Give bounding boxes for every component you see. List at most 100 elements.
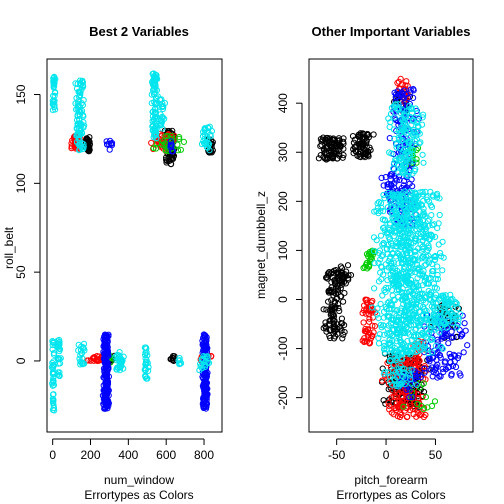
data-point: [461, 320, 468, 327]
panel-left: Best 2 Variables 0 200 400 600 800050100150 …: [2, 24, 223, 502]
data-point: [149, 118, 156, 125]
data-point: [363, 138, 370, 145]
x-tick-label: 600: [156, 448, 176, 462]
data-point: [336, 307, 343, 315]
data-point: [421, 262, 428, 269]
x-tick-label: 200: [80, 448, 100, 462]
data-point: [455, 316, 462, 323]
data-point: [430, 268, 437, 275]
data-point: [393, 219, 400, 226]
data-point: [159, 100, 166, 107]
data-point: [170, 354, 177, 362]
data-point: [163, 156, 170, 163]
data-point: [359, 134, 366, 141]
data-point: [201, 379, 208, 386]
data-point: [143, 375, 150, 382]
data-point: [431, 284, 438, 291]
data-point: [432, 291, 440, 298]
data-point: [432, 342, 439, 349]
data-point: [424, 196, 431, 203]
data-point: [327, 146, 334, 153]
data-point: [377, 256, 384, 263]
data-point: [448, 372, 455, 379]
data-point: [153, 137, 160, 144]
plot-frame-right: [308, 58, 474, 433]
data-point: [332, 280, 339, 287]
data-point: [417, 374, 424, 381]
data-point: [338, 293, 345, 300]
data-point: [209, 147, 216, 154]
data-point: [391, 377, 398, 384]
data-point: [414, 391, 421, 398]
data-point: [406, 386, 413, 393]
data-point: [453, 324, 460, 331]
data-point: [342, 271, 349, 278]
data-point: [380, 346, 388, 353]
data-point: [413, 226, 420, 233]
data-point: [377, 300, 384, 307]
data-point: [354, 152, 361, 159]
data-point: [403, 414, 411, 421]
data-point: [412, 232, 419, 239]
data-point: [101, 371, 108, 378]
data-point: [375, 340, 383, 347]
data-point: [150, 73, 157, 81]
data-point: [403, 208, 410, 215]
data-point: [377, 232, 385, 239]
data-point: [415, 293, 422, 301]
data-point: [395, 173, 402, 180]
data-point: [385, 340, 392, 347]
x-tick-label: 0: [49, 448, 56, 462]
data-point: [423, 193, 430, 201]
data-point: [100, 387, 107, 394]
data-point: [168, 141, 175, 148]
data-point: [398, 123, 405, 131]
data-point: [409, 189, 416, 197]
data-point: [391, 114, 398, 121]
data-point: [414, 215, 421, 222]
data-point: [425, 350, 432, 357]
data-point: [440, 368, 447, 376]
data-point: [393, 141, 400, 148]
data-point: [370, 329, 377, 336]
x-axis-right: -50 0 50: [328, 438, 442, 462]
data-point: [79, 77, 86, 84]
data-point: [389, 337, 396, 344]
data-point: [335, 273, 342, 280]
data-point: [325, 140, 333, 147]
data-point: [152, 100, 159, 107]
xlabel-right: pitch_forearm: [354, 473, 427, 487]
data-point: [379, 292, 386, 299]
data-point: [430, 296, 437, 303]
x-tick-label: 800: [194, 448, 214, 462]
data-point: [50, 369, 57, 376]
data-point: [323, 306, 330, 313]
data-point: [203, 346, 210, 353]
data-point: [142, 360, 150, 367]
data-point: [377, 207, 384, 215]
data-point: [384, 325, 391, 332]
data-point: [390, 191, 397, 198]
data-point: [392, 317, 399, 324]
data-point: [398, 239, 405, 246]
data-point: [421, 365, 428, 372]
data-point: [373, 237, 380, 244]
data-point: [86, 134, 93, 141]
data-point: [419, 114, 426, 121]
data-point: [418, 402, 425, 409]
data-point: [329, 274, 336, 281]
data-point: [388, 203, 395, 210]
data-point: [420, 380, 427, 387]
data-point: [405, 272, 412, 279]
data-point: [396, 226, 403, 233]
data-point: [407, 146, 414, 153]
data-point: [334, 155, 341, 162]
xlabel-left: num_window: [104, 473, 174, 487]
data-point: [403, 91, 410, 98]
data-point: [405, 367, 412, 374]
data-point: [411, 368, 418, 375]
data-point: [50, 350, 58, 357]
data-point: [384, 204, 391, 211]
x-tick-label: -50: [328, 448, 346, 462]
data-point: [397, 270, 404, 277]
